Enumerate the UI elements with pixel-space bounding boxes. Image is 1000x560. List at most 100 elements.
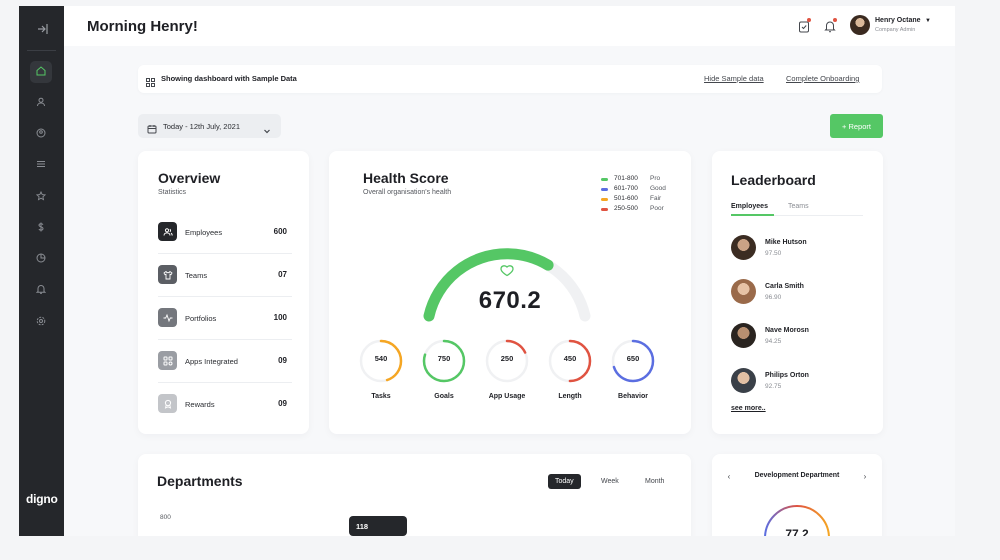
page-greeting: Morning Henry! [87, 18, 198, 35]
sample-data-banner: Showing dashboard with Sample Data Hide … [138, 65, 882, 93]
overview-row-value: 09 [278, 399, 287, 408]
overview-row-value: 09 [278, 356, 287, 365]
metric-ring [422, 339, 466, 383]
tab-teams[interactable]: Teams [788, 203, 809, 210]
overview-row-label: Portfolios [185, 314, 217, 323]
chart-tooltip: 118 [349, 516, 407, 536]
avatar [731, 368, 756, 393]
metric-length[interactable]: 450 Length [547, 338, 595, 400]
collapse-sidebar-icon[interactable] [32, 19, 51, 38]
chevron-down-icon [263, 122, 271, 140]
person-score: 92.75 [765, 383, 782, 390]
tabs-underline [731, 215, 863, 216]
avatar [731, 235, 756, 260]
metric-value: 750 [437, 354, 451, 363]
sidebar-item-notifications[interactable] [30, 279, 52, 301]
metric-value: 450 [563, 354, 577, 363]
metric-label: Length [558, 393, 582, 400]
overview-row-value: 600 [273, 227, 287, 236]
hide-sample-data-link[interactable]: Hide Sample data [704, 74, 764, 83]
overview-row-label: Rewards [185, 400, 215, 409]
legend-name: Good [650, 185, 666, 192]
tab-week[interactable]: Week [601, 478, 619, 485]
overview-row-rewards[interactable]: Rewards 09 [158, 383, 292, 426]
person-score: 97.50 [765, 250, 782, 257]
row-divider [158, 253, 292, 254]
row-divider [158, 296, 292, 297]
overview-row-apps-integrated[interactable]: Apps Integrated 09 [158, 340, 292, 383]
overview-row-portfolios[interactable]: Portfolios 100 [158, 297, 292, 340]
person-name: Carla Smith [765, 283, 804, 290]
row-divider [158, 339, 292, 340]
date-selector[interactable]: Today - 12th July, 2021 [138, 114, 281, 138]
legend-swatch [601, 178, 608, 181]
overview-row-label: Employees [185, 228, 223, 237]
overview-card: Overview Statistics Employees 600 Teams … [138, 151, 309, 434]
overview-row-employees[interactable]: Employees 600 [158, 211, 292, 254]
user-name[interactable]: Henry Octane [875, 17, 921, 24]
see-more-link[interactable]: see more.. [731, 405, 766, 412]
leaderboard-person[interactable]: Philips Orton 92.75 [731, 368, 861, 396]
tab-month[interactable]: Month [645, 478, 665, 485]
leaderboard-card: Leaderboard Employees Teams Mike Hutson … [712, 151, 883, 434]
chevron-right-icon[interactable]: › [863, 471, 867, 481]
metric-ring [611, 339, 655, 383]
tab-today[interactable]: Today [548, 474, 581, 489]
metric-ring [359, 339, 403, 383]
metric-goals[interactable]: 750 Goals [421, 338, 469, 400]
overview-title: Overview [158, 170, 221, 186]
add-report-button[interactable]: + Report [830, 114, 883, 138]
legend-name: Poor [650, 205, 664, 212]
activity-icon [158, 308, 177, 327]
legend-swatch [601, 208, 608, 211]
overview-row-value: 100 [273, 313, 287, 322]
leaderboard-person[interactable]: Mike Hutson 97.50 [731, 235, 861, 263]
caret-down-icon[interactable]: ▼ [925, 18, 931, 24]
sidebar-item-favorites[interactable] [30, 186, 52, 208]
clipboard-icon[interactable] [795, 17, 813, 35]
gauge-fill [423, 248, 591, 322]
metric-app-usage[interactable]: 250 App Usage [484, 338, 532, 400]
legend-range: 601-700 [614, 185, 638, 192]
development-department-card: ‹ Development Department › 77.2 [712, 454, 882, 536]
sidebar-item-payments[interactable] [30, 217, 52, 239]
sidebar-item-profile[interactable] [30, 123, 52, 145]
notification-dot [833, 18, 837, 22]
notification-dot [807, 18, 811, 22]
sidebar-item-user[interactable] [30, 92, 52, 114]
leaderboard-person[interactable]: Nave Morosn 94.25 [731, 323, 861, 351]
bell-icon [35, 281, 47, 299]
metric-value: 540 [374, 354, 388, 363]
list-icon [36, 156, 46, 174]
active-tab-indicator [731, 214, 774, 216]
pie-chart-icon [36, 250, 46, 268]
metric-behavior[interactable]: 650 Behavior [610, 338, 658, 400]
health-gauge [423, 248, 591, 322]
home-icon [36, 63, 46, 81]
app-logo[interactable]: digno [26, 492, 58, 506]
row-divider [158, 382, 292, 383]
user-circle-icon [36, 125, 46, 143]
users-icon [158, 222, 177, 241]
leaderboard-person[interactable]: Carla Smith 96.90 [731, 279, 861, 307]
sidebar-item-home[interactable] [30, 61, 52, 83]
sidebar-item-settings[interactable] [30, 311, 52, 333]
avatar [731, 323, 756, 348]
metric-ring [485, 339, 529, 383]
legend-name: Pro [650, 175, 661, 182]
metric-tasks[interactable]: 540 Tasks [358, 338, 406, 400]
person-score: 94.25 [765, 338, 782, 345]
complete-onboarding-link[interactable]: Complete Onboarding [786, 74, 860, 83]
bell-icon[interactable] [821, 17, 839, 35]
dashboard-grid-icon [146, 74, 155, 92]
sidebar-item-reports[interactable] [30, 248, 52, 270]
overview-subtitle: Statistics [158, 189, 187, 196]
overview-row-label: Teams [185, 271, 208, 280]
user-avatar[interactable] [850, 15, 870, 35]
avatar [731, 279, 756, 304]
tab-employees[interactable]: Employees [731, 203, 768, 210]
sidebar-item-list[interactable] [30, 154, 52, 176]
departments-card: Departments Today Week Month 800 118 [138, 454, 691, 536]
chevron-left-icon[interactable]: ‹ [727, 471, 731, 481]
overview-row-teams[interactable]: Teams 07 [158, 254, 292, 297]
